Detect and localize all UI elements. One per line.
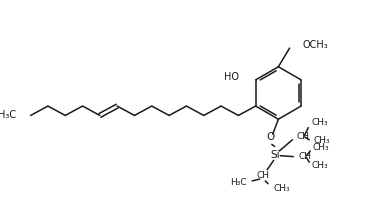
Text: CH: CH: [298, 152, 311, 161]
Text: CH: CH: [257, 171, 270, 180]
Text: Si: Si: [271, 150, 280, 160]
Text: H₃C: H₃C: [0, 111, 16, 120]
Text: OCH₃: OCH₃: [303, 40, 329, 50]
Text: H₃C: H₃C: [230, 178, 246, 187]
Text: CH₃: CH₃: [314, 136, 330, 145]
Text: HO: HO: [224, 72, 239, 82]
Text: CH₃: CH₃: [311, 162, 328, 170]
Text: CH: CH: [296, 132, 309, 140]
Text: CH₃: CH₃: [274, 184, 290, 193]
Text: CH₃: CH₃: [311, 118, 328, 127]
Text: O: O: [267, 132, 275, 142]
Text: CH₃: CH₃: [312, 143, 329, 152]
